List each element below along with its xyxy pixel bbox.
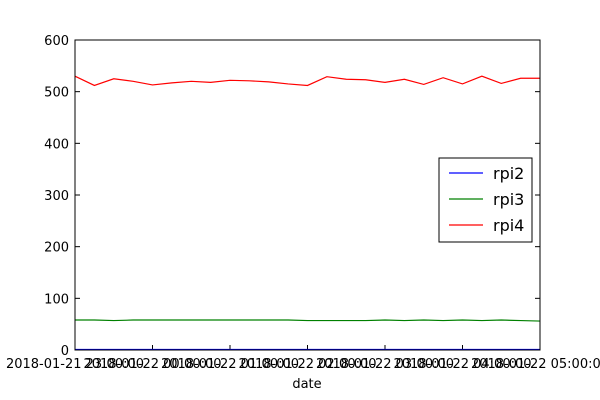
legend-label: rpi3 <box>493 190 524 209</box>
y-tick-label: 500 <box>44 86 69 101</box>
series-line <box>75 319 541 322</box>
x-axis-label: date <box>292 377 321 392</box>
x-tick-label: 2018-01-21 23:00:00 <box>6 357 144 372</box>
series-line <box>74 75 540 87</box>
y-tick-label: 100 <box>44 292 69 307</box>
y-tick-label: 600 <box>44 34 69 49</box>
plot-frame <box>74 39 541 351</box>
legend-label: rpi2 <box>493 164 524 183</box>
x-tick-label: 2018-01-22 02:00:00 <box>238 357 376 372</box>
x-tick-label: 2018-01-22 00:00:00 <box>83 357 221 372</box>
x-tick-label: 2018-01-22 04:00:00 <box>393 357 531 372</box>
legend-box <box>438 157 533 243</box>
x-tick-label: 2018-01-22 03:00:00 <box>316 357 454 372</box>
y-tick-label: 400 <box>44 137 69 152</box>
y-tick-label: 300 <box>44 189 69 204</box>
x-tick-label: 2018-01-22 01:00:00 <box>161 357 299 372</box>
legend-label: rpi4 <box>493 216 524 235</box>
x-tick-label: 2018-01-22 05:00:00 <box>471 357 600 372</box>
y-tick-label: 200 <box>44 241 69 256</box>
y-tick-label: 0 <box>61 344 69 359</box>
